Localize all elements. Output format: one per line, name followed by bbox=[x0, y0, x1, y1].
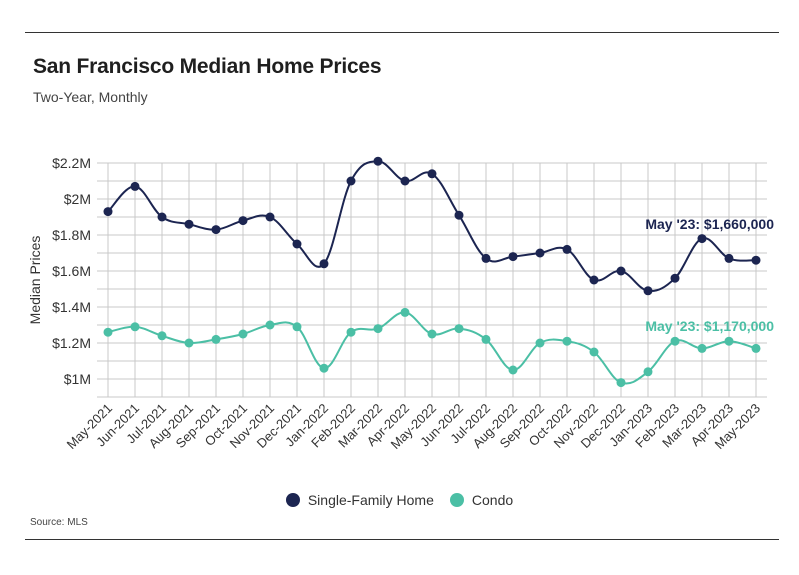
chart-title: San Francisco Median Home Prices bbox=[33, 55, 382, 78]
data-point-single-family bbox=[427, 169, 437, 179]
series-condo bbox=[103, 307, 761, 388]
data-point-single-family bbox=[616, 266, 626, 276]
data-point-single-family bbox=[508, 252, 518, 262]
y-tick-label: $2M bbox=[64, 191, 91, 207]
y-tick-label: $1.4M bbox=[52, 299, 91, 315]
legend-item-condo: Condo bbox=[449, 492, 514, 508]
bottom-rule bbox=[25, 539, 779, 540]
data-point-single-family bbox=[400, 176, 410, 186]
data-point-condo bbox=[157, 331, 167, 341]
data-point-condo bbox=[103, 327, 113, 337]
chart-subtitle: Two-Year, Monthly bbox=[33, 89, 148, 105]
y-tick-label: $1.6M bbox=[52, 263, 91, 279]
data-point-single-family bbox=[184, 219, 194, 229]
data-point-condo bbox=[535, 338, 545, 348]
data-point-condo bbox=[724, 336, 734, 346]
data-point-single-family bbox=[643, 286, 653, 296]
data-point-single-family bbox=[454, 210, 464, 220]
data-point-condo bbox=[481, 334, 491, 344]
data-point-condo bbox=[508, 365, 518, 375]
data-point-single-family bbox=[103, 207, 113, 217]
legend-label-single-family: Single-Family Home bbox=[307, 492, 434, 508]
data-point-single-family bbox=[562, 244, 572, 254]
data-point-single-family bbox=[724, 253, 734, 263]
source-note: Source: MLS bbox=[30, 517, 88, 528]
y-tick-label: $1.8M bbox=[52, 227, 91, 243]
legend-item-single-family: Single-Family Home bbox=[285, 492, 434, 508]
x-tick-labels: May-2021Jun-2021Jul-2021Aug-2021Sep-2021… bbox=[64, 401, 763, 452]
data-point-condo bbox=[616, 378, 626, 388]
data-point-condo bbox=[670, 336, 680, 346]
legend-label-condo: Condo bbox=[471, 492, 514, 508]
series-layer bbox=[103, 156, 761, 388]
data-point-condo bbox=[130, 322, 140, 332]
data-point-single-family bbox=[481, 253, 491, 263]
data-point-condo bbox=[454, 324, 464, 334]
top-rule bbox=[25, 32, 779, 33]
data-point-condo bbox=[211, 334, 221, 344]
data-point-condo bbox=[319, 363, 329, 373]
y-axis-label: Median Prices bbox=[27, 236, 43, 325]
data-point-single-family bbox=[130, 181, 140, 191]
legend-marker-condo bbox=[449, 493, 464, 507]
data-point-single-family bbox=[211, 225, 221, 235]
data-point-condo bbox=[400, 307, 410, 317]
data-point-condo bbox=[697, 343, 707, 353]
data-point-single-family bbox=[265, 212, 275, 222]
data-point-single-family bbox=[238, 216, 248, 226]
data-point-condo bbox=[427, 329, 437, 339]
data-point-condo bbox=[238, 329, 248, 339]
data-point-condo bbox=[346, 327, 356, 337]
data-point-single-family bbox=[292, 239, 302, 249]
data-point-condo bbox=[751, 343, 761, 353]
data-point-condo bbox=[373, 324, 383, 334]
data-point-condo bbox=[589, 347, 599, 357]
data-point-condo bbox=[184, 338, 194, 348]
y-tick-label: $1M bbox=[64, 371, 91, 387]
y-tick-label: $1.2M bbox=[52, 335, 91, 351]
data-point-single-family bbox=[751, 255, 761, 265]
data-point-single-family bbox=[157, 212, 167, 222]
data-point-single-family bbox=[670, 273, 680, 283]
data-point-single-family bbox=[697, 234, 707, 244]
data-point-single-family bbox=[373, 156, 383, 166]
data-point-single-family bbox=[589, 275, 599, 285]
annotation-single-family: May '23: $1,660,000 bbox=[645, 216, 774, 232]
data-point-single-family bbox=[535, 248, 545, 258]
data-point-condo bbox=[562, 336, 572, 346]
data-point-condo bbox=[643, 367, 653, 377]
data-point-condo bbox=[292, 322, 302, 332]
legend-marker-single-family bbox=[285, 493, 300, 507]
annotations: May '23: $1,660,000 May '23: $1,170,000 bbox=[645, 216, 774, 334]
y-tick-labels: $1M $1.2M $1.4M $1.6M $1.8M $2M $2.2M bbox=[52, 155, 91, 387]
data-point-single-family bbox=[319, 259, 329, 269]
y-tick-label: $2.2M bbox=[52, 155, 91, 171]
grid bbox=[97, 162, 767, 398]
legend: Single-Family Home Condo bbox=[0, 492, 799, 508]
data-point-condo bbox=[265, 320, 275, 330]
data-point-single-family bbox=[346, 176, 356, 186]
annotation-condo: May '23: $1,170,000 bbox=[645, 318, 774, 334]
series-single-family bbox=[103, 156, 761, 296]
